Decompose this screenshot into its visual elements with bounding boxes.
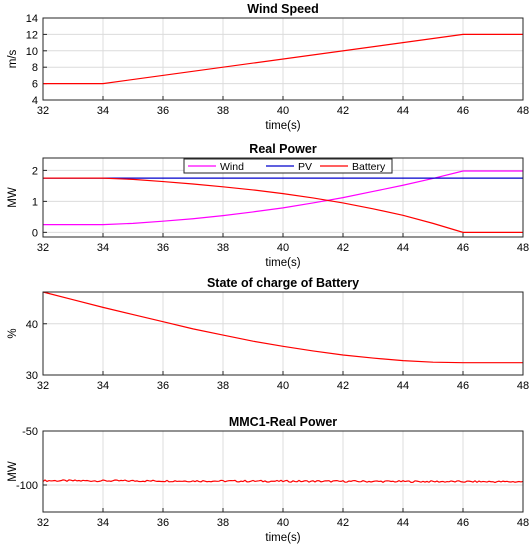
y-tick-label: 10 bbox=[26, 46, 38, 58]
x-tick-label: 36 bbox=[157, 242, 169, 254]
x-tick-label: 38 bbox=[217, 380, 229, 392]
x-tick-label: 44 bbox=[397, 242, 409, 254]
x-tick-label: 42 bbox=[337, 242, 349, 254]
x-tick-label: 38 bbox=[217, 517, 229, 529]
x-tick-label: 48 bbox=[517, 517, 529, 529]
y-tick-label: -50 bbox=[22, 426, 38, 438]
x-tick-label: 44 bbox=[397, 517, 409, 529]
chart-title: Real Power bbox=[249, 142, 317, 156]
x-tick-label: 40 bbox=[277, 105, 289, 117]
chart-title: State of charge of Battery bbox=[207, 276, 359, 290]
x-tick-label: 40 bbox=[277, 242, 289, 254]
x-tick-label: 42 bbox=[337, 517, 349, 529]
x-axis-label: time(s) bbox=[265, 120, 300, 132]
x-tick-label: 48 bbox=[517, 242, 529, 254]
legend-label-pv: PV bbox=[298, 161, 312, 173]
y-tick-label: 14 bbox=[26, 13, 38, 25]
y-tick-label: 1 bbox=[32, 196, 38, 208]
x-tick-label: 48 bbox=[517, 105, 529, 117]
series-line-battery bbox=[43, 177, 523, 233]
x-tick-label: 42 bbox=[337, 380, 349, 392]
x-tick-label: 40 bbox=[277, 380, 289, 392]
series-line bbox=[42, 479, 524, 484]
x-tick-label: 32 bbox=[37, 517, 49, 529]
legend: Wind PV Battery bbox=[183, 158, 393, 174]
y-tick-label: -100 bbox=[16, 480, 38, 492]
x-axis-label: time(s) bbox=[265, 257, 300, 269]
x-tick-label: 34 bbox=[97, 380, 109, 392]
axes-frame bbox=[42, 17, 524, 101]
x-tick-label: 48 bbox=[517, 380, 529, 392]
x-tick-label: 44 bbox=[397, 380, 409, 392]
axes-frame bbox=[42, 430, 524, 513]
y-axis-label: MW bbox=[7, 461, 19, 482]
x-tick-label: 36 bbox=[157, 380, 169, 392]
y-tick-label: 12 bbox=[26, 29, 38, 41]
x-axis-label: time(s) bbox=[265, 532, 300, 544]
y-tick-label: 6 bbox=[32, 79, 38, 91]
x-tick-label: 44 bbox=[397, 105, 409, 117]
subplot-4: 32 34 36 38 40 42 44 46 48 -50 -100 MMC1-Real Power… bbox=[7, 415, 529, 544]
legend-label-battery: Battery bbox=[352, 161, 386, 173]
subplot-2: 32 34 36 38 40 42 44 46 48 0 1 2 Real Power time(s) MW… bbox=[7, 142, 529, 269]
x-tick-label: 46 bbox=[457, 242, 469, 254]
subplot-3: 32 34 36 38 40 42 44 46 48 30 40 State of charge of… bbox=[7, 276, 529, 392]
x-tick-label: 34 bbox=[97, 105, 109, 117]
y-axis-label: % bbox=[7, 328, 19, 338]
series-line bbox=[43, 33, 523, 85]
x-tick-label: 46 bbox=[457, 380, 469, 392]
y-tick-label: 4 bbox=[32, 95, 38, 107]
x-tick-label: 46 bbox=[457, 517, 469, 529]
x-tick-label: 34 bbox=[97, 517, 109, 529]
chart-title: Wind Speed bbox=[247, 2, 318, 16]
y-tick-label: 2 bbox=[32, 165, 38, 177]
y-tick-label: 0 bbox=[32, 227, 38, 239]
chart-title: MMC1-Real Power bbox=[229, 415, 337, 429]
x-tick-label: 40 bbox=[277, 517, 289, 529]
x-tick-label: 32 bbox=[37, 380, 49, 392]
y-axis-label: MW bbox=[7, 187, 19, 208]
axes-frame bbox=[42, 291, 524, 376]
series-line-wind bbox=[43, 170, 523, 226]
axes-frame bbox=[42, 157, 524, 238]
x-tick-label: 38 bbox=[217, 105, 229, 117]
series-line bbox=[42, 291, 523, 364]
y-tick-label: 30 bbox=[26, 370, 38, 382]
y-tick-label: 8 bbox=[32, 62, 38, 74]
x-tick-label: 34 bbox=[97, 242, 109, 254]
x-tick-label: 46 bbox=[457, 105, 469, 117]
x-tick-label: 32 bbox=[37, 242, 49, 254]
x-tick-label: 42 bbox=[337, 105, 349, 117]
x-tick-label: 36 bbox=[157, 105, 169, 117]
x-tick-label: 32 bbox=[37, 105, 49, 117]
y-tick-label: 40 bbox=[26, 319, 38, 331]
legend-label-wind: Wind bbox=[220, 161, 244, 173]
x-tick-label: 36 bbox=[157, 517, 169, 529]
y-axis-label: m/s bbox=[7, 49, 19, 68]
x-tick-label: 38 bbox=[217, 242, 229, 254]
